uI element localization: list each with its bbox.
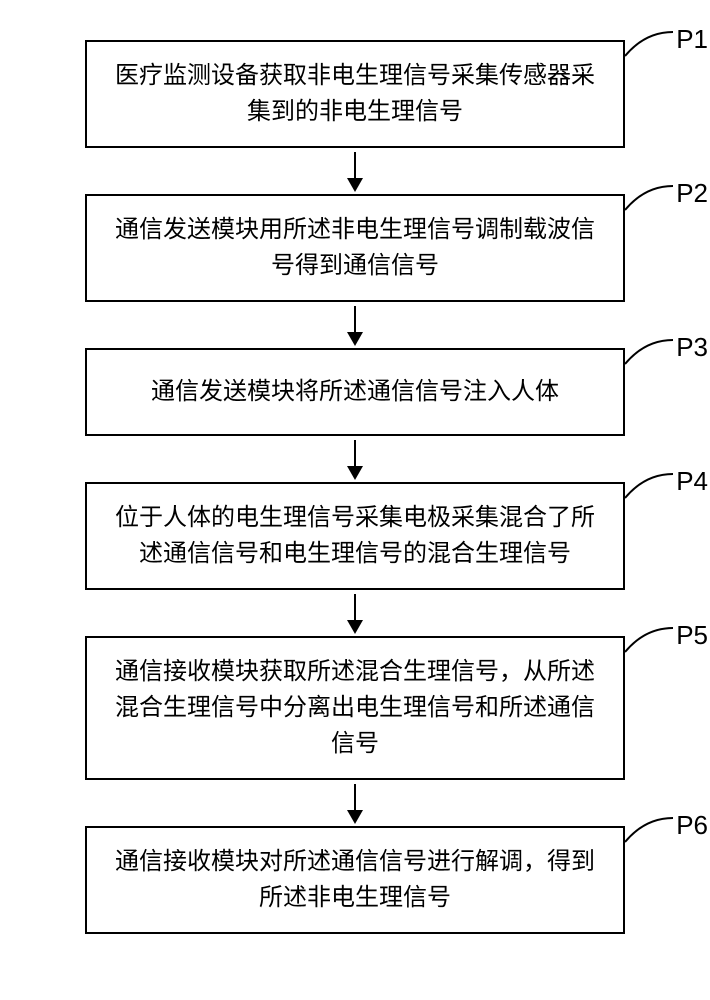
arrow-5-6 (354, 784, 356, 822)
step-label-p1: P1 (676, 20, 708, 59)
step-text-p5: 通信接收模块获取所述混合生理信号，从所述混合生理信号中分离出电生理信号和所述通信… (115, 659, 595, 757)
label-pointer-p1 (623, 30, 673, 58)
step-text-p3: 通信发送模块将所述通信信号注入人体 (151, 379, 559, 405)
step-text-p2: 通信发送模块用所述非电生理信号调制载波信号得到通信信号 (115, 217, 595, 279)
step-p1: P1 医疗监测设备获取非电生理信号采集传感器采集到的非电生理信号 (30, 40, 680, 148)
step-label-p3: P3 (676, 328, 708, 367)
step-box-p2: P2 通信发送模块用所述非电生理信号调制载波信号得到通信信号 (85, 194, 625, 302)
flowchart-container: P1 医疗监测设备获取非电生理信号采集传感器采集到的非电生理信号 P2 通信发送… (30, 40, 680, 934)
step-box-p5: P5 通信接收模块获取所述混合生理信号，从所述混合生理信号中分离出电生理信号和所… (85, 636, 625, 780)
step-text-p6: 通信接收模块对所述通信信号进行解调，得到所述非电生理信号 (115, 849, 595, 911)
step-p6: P6 通信接收模块对所述通信信号进行解调，得到所述非电生理信号 (30, 826, 680, 934)
label-pointer-p6 (623, 816, 673, 844)
label-pointer-p4 (623, 472, 673, 500)
step-box-p4: P4 位于人体的电生理信号采集电极采集混合了所述通信信号和电生理信号的混合生理信… (85, 482, 625, 590)
step-label-p4: P4 (676, 462, 708, 501)
step-label-p5: P5 (676, 616, 708, 655)
step-box-p1: P1 医疗监测设备获取非电生理信号采集传感器采集到的非电生理信号 (85, 40, 625, 148)
step-p4: P4 位于人体的电生理信号采集电极采集混合了所述通信信号和电生理信号的混合生理信… (30, 482, 680, 590)
step-text-p1: 医疗监测设备获取非电生理信号采集传感器采集到的非电生理信号 (115, 63, 595, 125)
arrow-4-5 (354, 594, 356, 632)
arrow-3-4 (354, 440, 356, 478)
arrow-1-2 (354, 152, 356, 190)
label-pointer-p5 (623, 626, 673, 654)
label-pointer-p2 (623, 184, 673, 212)
arrow-2-3 (354, 306, 356, 344)
label-pointer-p3 (623, 338, 673, 366)
step-p5: P5 通信接收模块获取所述混合生理信号，从所述混合生理信号中分离出电生理信号和所… (30, 636, 680, 780)
step-p2: P2 通信发送模块用所述非电生理信号调制载波信号得到通信信号 (30, 194, 680, 302)
step-p3: P3 通信发送模块将所述通信信号注入人体 (30, 348, 680, 436)
step-label-p6: P6 (676, 806, 708, 845)
step-box-p3: P3 通信发送模块将所述通信信号注入人体 (85, 348, 625, 436)
step-box-p6: P6 通信接收模块对所述通信信号进行解调，得到所述非电生理信号 (85, 826, 625, 934)
step-label-p2: P2 (676, 174, 708, 213)
step-text-p4: 位于人体的电生理信号采集电极采集混合了所述通信信号和电生理信号的混合生理信号 (115, 505, 595, 567)
